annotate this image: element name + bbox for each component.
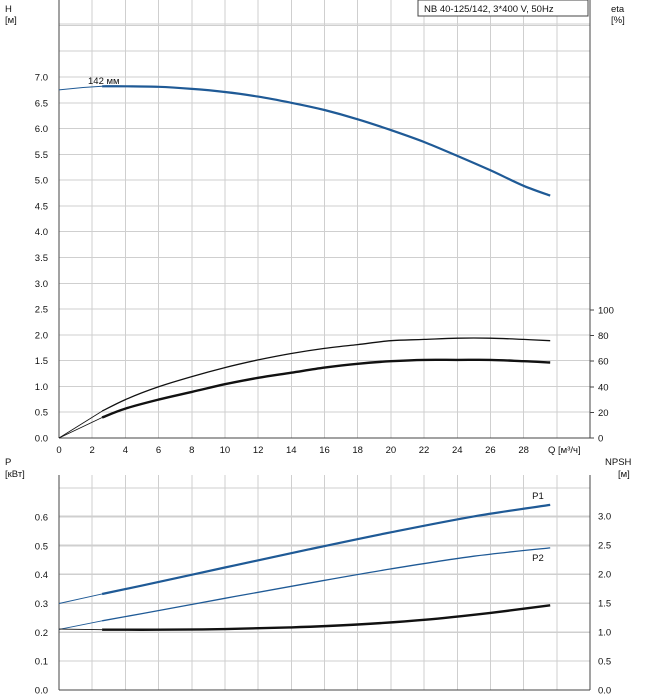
y-tick-label-h: 4.5 bbox=[35, 201, 48, 212]
y-axis-label-h: H bbox=[5, 4, 12, 15]
title-box bbox=[417, 0, 589, 17]
x-tick-label: 12 bbox=[253, 445, 264, 456]
y-tick-label-eta: 40 bbox=[598, 382, 609, 393]
y-tick-label-npsh: 2.5 bbox=[598, 541, 611, 552]
y-tick-label-npsh: 2.0 bbox=[598, 570, 611, 581]
y-tick-label-eta: 60 bbox=[598, 357, 609, 368]
y-axis-label-npsh-unit: [м] bbox=[618, 469, 630, 480]
eta-curve-extension bbox=[58, 417, 103, 439]
x-axis-label: Q [м³/ч] bbox=[548, 445, 581, 456]
y-tick-label-npsh: 3.0 bbox=[598, 512, 611, 523]
eta-curve-thin bbox=[101, 337, 551, 412]
y-tick-label-h: 2.0 bbox=[35, 330, 48, 341]
x-tick-label: 8 bbox=[189, 445, 194, 456]
y-tick-label-npsh: 1.5 bbox=[598, 599, 611, 610]
x-tick-label: 0 bbox=[56, 445, 61, 456]
y-tick-label-h: 1.5 bbox=[35, 356, 48, 367]
x-tick-label: 16 bbox=[319, 445, 330, 456]
npsh-curve bbox=[102, 604, 551, 631]
y-tick-label-p: 0.4 bbox=[35, 570, 48, 581]
eta-curve-thick bbox=[101, 358, 551, 419]
y-tick-label-eta: 100 bbox=[598, 306, 614, 317]
y-tick-label-h: 7.0 bbox=[35, 73, 48, 84]
y-tick-label-h: 6.5 bbox=[35, 98, 48, 109]
p2-label: P2 bbox=[532, 553, 544, 564]
h-curve-extension bbox=[58, 85, 103, 91]
p1-curve bbox=[101, 503, 551, 596]
y-tick-label-eta: 20 bbox=[598, 408, 609, 419]
y-tick-label-p: 0.5 bbox=[35, 541, 48, 552]
h-curve bbox=[102, 85, 551, 197]
y-tick-label-h: 2.5 bbox=[35, 305, 48, 316]
y-axis-label-eta: eta bbox=[611, 4, 625, 15]
y-tick-label-eta: 0 bbox=[598, 434, 603, 445]
y-axis-label-h-unit: [м] bbox=[5, 15, 17, 26]
y-axis-label-p-unit: [кВт] bbox=[5, 469, 25, 480]
p1-label: P1 bbox=[532, 491, 544, 502]
y-tick-label-h: 5.5 bbox=[35, 150, 48, 161]
x-tick-label: 18 bbox=[352, 445, 363, 456]
y-tick-label-h: 1.0 bbox=[35, 382, 48, 393]
y-axis-label-eta-unit: [%] bbox=[611, 15, 625, 26]
x-tick-label: 2 bbox=[90, 445, 95, 456]
p2-curve bbox=[101, 547, 551, 622]
y-tick-label-h: 6.0 bbox=[35, 124, 48, 135]
y-tick-label-p: 0.3 bbox=[35, 599, 48, 610]
y-tick-label-h: 4.0 bbox=[35, 227, 48, 238]
eta-curve-extension bbox=[58, 410, 103, 439]
x-tick-label: 26 bbox=[485, 445, 496, 456]
y-tick-label-h: 3.5 bbox=[35, 253, 48, 264]
x-tick-label: 24 bbox=[452, 445, 463, 456]
y-tick-label-p: 0.1 bbox=[35, 657, 48, 668]
x-tick-label: 20 bbox=[386, 445, 397, 456]
y-tick-label-npsh: 0.0 bbox=[598, 686, 611, 697]
y-tick-label-eta: 80 bbox=[598, 331, 609, 342]
x-tick-label: 28 bbox=[518, 445, 529, 456]
x-tick-label: 10 bbox=[220, 445, 231, 456]
x-tick-label: 6 bbox=[156, 445, 161, 456]
npsh-curve-extension bbox=[58, 628, 103, 631]
y-tick-label-p: 0.0 bbox=[35, 686, 48, 697]
y-tick-label-p: 0.2 bbox=[35, 628, 48, 639]
x-tick-label: 22 bbox=[419, 445, 430, 456]
y-axis-label-npsh: NPSH bbox=[605, 457, 632, 468]
y-axis-label-p: P bbox=[5, 457, 11, 468]
impeller-diameter-label: 142 мм bbox=[88, 76, 120, 87]
x-tick-label: 14 bbox=[286, 445, 297, 456]
y-tick-label-npsh: 0.5 bbox=[598, 657, 611, 668]
p1-curve-extension bbox=[58, 593, 103, 604]
y-tick-label-h: 3.0 bbox=[35, 279, 48, 290]
y-tick-label-p: 0.6 bbox=[35, 513, 48, 524]
chart-title: NB 40-125/142, 3*400 V, 50Hz bbox=[424, 4, 554, 15]
y-tick-label-npsh: 1.0 bbox=[598, 628, 611, 639]
p2-curve-extension bbox=[58, 620, 103, 630]
x-tick-label: 4 bbox=[123, 445, 128, 456]
y-tick-label-h: 0.0 bbox=[35, 434, 48, 445]
y-tick-label-h: 0.5 bbox=[35, 408, 48, 419]
y-tick-label-h: 5.0 bbox=[35, 176, 48, 187]
